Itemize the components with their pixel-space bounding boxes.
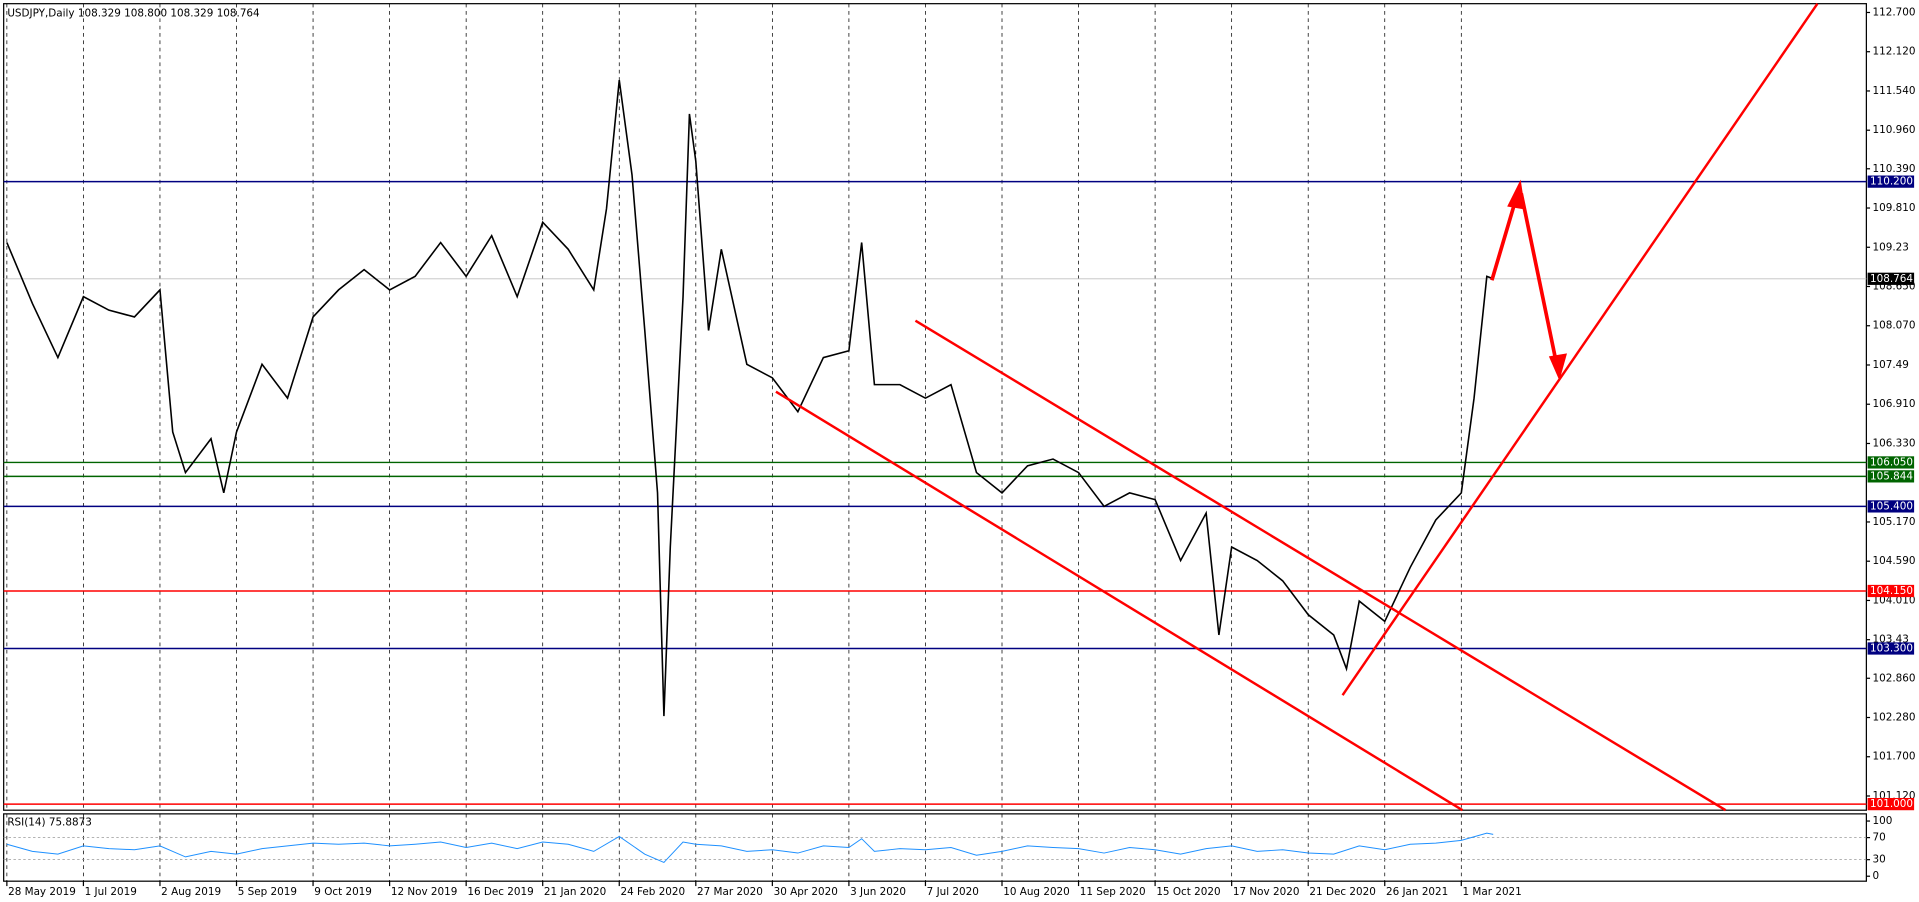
x-tick-label: 21 Dec 2020	[1309, 886, 1375, 898]
rsi-frame	[3, 813, 1867, 882]
x-tick-label: 9 Oct 2019	[314, 886, 372, 898]
price-line	[6, 832, 1494, 864]
trend-line	[1341, 2, 1819, 696]
level-tag-label: 105.400	[1870, 500, 1913, 512]
y-tick-label: 104.010	[1872, 594, 1915, 606]
x-tick-label: 1 Mar 2021	[1463, 886, 1522, 898]
y-tick-label: 100	[1872, 815, 1892, 827]
y-tick-label: 112.120	[1872, 46, 1915, 58]
rsi-title: RSI(14) 75.8873	[7, 816, 91, 828]
x-tick-label: 3 Jun 2020	[850, 886, 906, 898]
y-tick-label: 101.700	[1872, 751, 1915, 763]
level-tag-label: 103.300	[1870, 642, 1913, 654]
channel-lower	[775, 390, 1464, 812]
level-tag-label: 106.050	[1870, 456, 1913, 468]
y-tick-label: 106.910	[1872, 398, 1915, 410]
y-tick-label: 110.390	[1872, 163, 1915, 175]
x-tick-label: 12 Nov 2019	[391, 886, 458, 898]
arrow-down	[1519, 193, 1559, 366]
x-tick-label: 17 Nov 2020	[1233, 886, 1300, 898]
arrow-up	[1490, 192, 1520, 281]
y-tick-label: 106.330	[1872, 437, 1915, 449]
level-tag-label: 110.200	[1870, 176, 1913, 188]
level-tag	[1867, 584, 1915, 598]
y-tick-label: 110.960	[1872, 124, 1915, 136]
price-line	[6, 80, 1494, 717]
x-tick-label: 7 Jul 2020	[927, 886, 979, 898]
drawings	[775, 2, 1819, 812]
x-tick-label: 26 Jan 2021	[1386, 886, 1448, 898]
y-tick-label: 107.49	[1872, 359, 1908, 371]
y-tick-label: 102.280	[1872, 712, 1915, 724]
y-tick-label: 108.070	[1872, 320, 1915, 332]
level-tag	[1867, 797, 1915, 811]
price-tag	[1867, 272, 1915, 285]
x-tick-label: 27 Mar 2020	[697, 886, 763, 898]
x-tick-label: 10 Aug 2020	[1003, 886, 1070, 898]
y-tick-label: 30	[1872, 854, 1885, 866]
level-tag	[1867, 642, 1915, 655]
x-tick-label: 1 Jul 2019	[85, 886, 137, 898]
y-tick-label: 109.23	[1872, 241, 1908, 253]
level-tag-label: 104.150	[1870, 585, 1913, 597]
level-tag	[1867, 456, 1915, 469]
x-tick-label: 21 Jan 2020	[544, 886, 606, 898]
y-tick-label: 109.810	[1872, 202, 1915, 214]
level-tag-label: 105.844	[1870, 470, 1913, 482]
price-tag-label: 108.764	[1870, 273, 1913, 285]
y-tick-label: 105.170	[1872, 516, 1915, 528]
main-frame	[3, 3, 1867, 811]
x-tick-label: 24 Feb 2020	[620, 886, 685, 898]
y-tick-label: 70	[1872, 832, 1885, 844]
y-tick-label: 111.540	[1872, 85, 1915, 97]
chart-title: USDJPY,Daily 108.329 108.800 108.329 108…	[7, 7, 260, 19]
y-tick-label: 102.860	[1872, 672, 1915, 684]
y-tick-label: 0	[1872, 870, 1879, 882]
level-tag-label: 101.000	[1870, 798, 1913, 810]
y-tick-label: 104.590	[1872, 555, 1915, 567]
level-tag	[1867, 470, 1915, 483]
x-tick-label: 16 Dec 2019	[467, 886, 533, 898]
arrow-head	[1548, 353, 1567, 381]
x-tick-label: 30 Apr 2020	[774, 886, 838, 898]
x-tick-label: 15 Oct 2020	[1156, 886, 1220, 898]
y-tick-label: 112.700	[1872, 6, 1915, 18]
level-tag	[1867, 175, 1915, 188]
x-tick-label: 5 Sep 2019	[238, 886, 297, 898]
channel-upper	[914, 319, 1727, 812]
x-tick-label: 28 May 2019	[8, 886, 76, 898]
x-tick-label: 2 Aug 2019	[161, 886, 221, 898]
level-tag	[1867, 500, 1915, 513]
x-tick-label: 11 Sep 2020	[1080, 886, 1146, 898]
